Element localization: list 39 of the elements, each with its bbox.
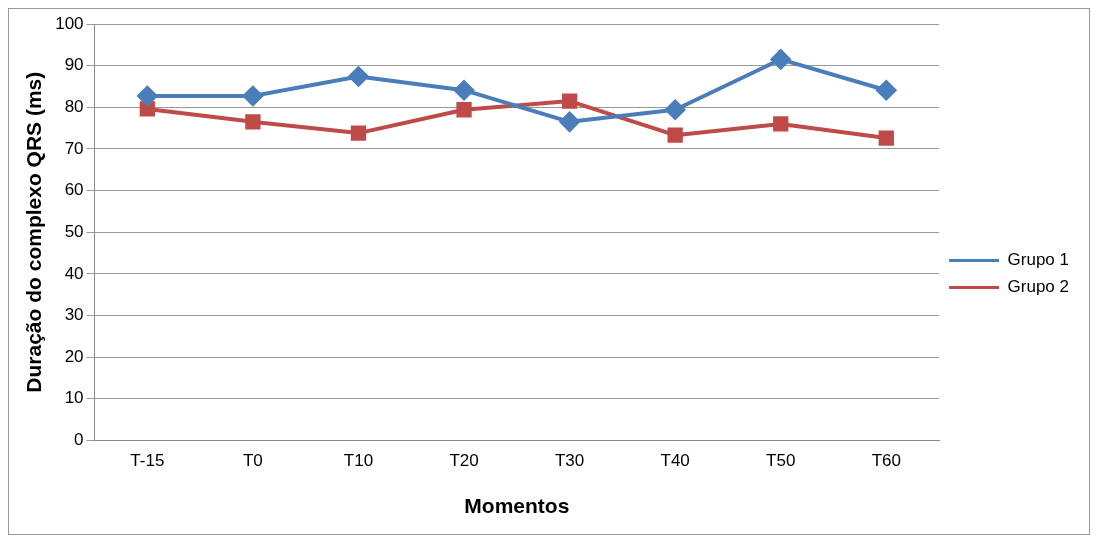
point bbox=[561, 93, 578, 109]
point bbox=[454, 80, 475, 101]
y-tick-label: 20 bbox=[64, 346, 84, 366]
x-tick-label: T60 bbox=[871, 451, 901, 471]
point bbox=[350, 125, 367, 141]
y-tick-label: 40 bbox=[64, 263, 84, 283]
point bbox=[456, 102, 472, 118]
point bbox=[137, 86, 158, 107]
y-tick-label: 60 bbox=[64, 180, 84, 200]
x-tick-label: T-15 bbox=[130, 451, 165, 471]
x-tick-label: T20 bbox=[449, 451, 479, 471]
point bbox=[770, 49, 791, 70]
legend-label: Grupo 1 bbox=[1007, 250, 1070, 270]
point bbox=[348, 66, 369, 87]
point bbox=[242, 86, 263, 107]
y-tick-label: 90 bbox=[64, 55, 84, 75]
point bbox=[139, 101, 155, 117]
point bbox=[665, 99, 686, 120]
x-tick-label: T30 bbox=[554, 451, 585, 471]
y-tick-label: 100 bbox=[55, 13, 84, 33]
legend-label: Grupo 2 bbox=[1007, 277, 1070, 297]
point bbox=[878, 130, 894, 146]
x-axis-title: Momentos bbox=[464, 494, 570, 518]
x-tick-label: T10 bbox=[343, 451, 374, 471]
y-tick-label: 70 bbox=[64, 138, 84, 158]
y-tick-label: 10 bbox=[64, 388, 84, 408]
point bbox=[667, 127, 683, 143]
y-axis-title: Duração do complexo QRS (ms) bbox=[22, 71, 46, 393]
x-tick-label: T0 bbox=[242, 451, 263, 471]
y-tick-label: 50 bbox=[64, 221, 84, 241]
point bbox=[245, 114, 261, 130]
point bbox=[559, 111, 580, 132]
x-tick-label: T40 bbox=[660, 451, 690, 471]
x-tick-label: T50 bbox=[766, 451, 796, 471]
y-tick-label: 0 bbox=[74, 430, 84, 450]
y-tick-label: 80 bbox=[64, 96, 84, 116]
point bbox=[876, 80, 897, 101]
point bbox=[773, 116, 789, 132]
y-tick-label: 30 bbox=[64, 305, 84, 325]
